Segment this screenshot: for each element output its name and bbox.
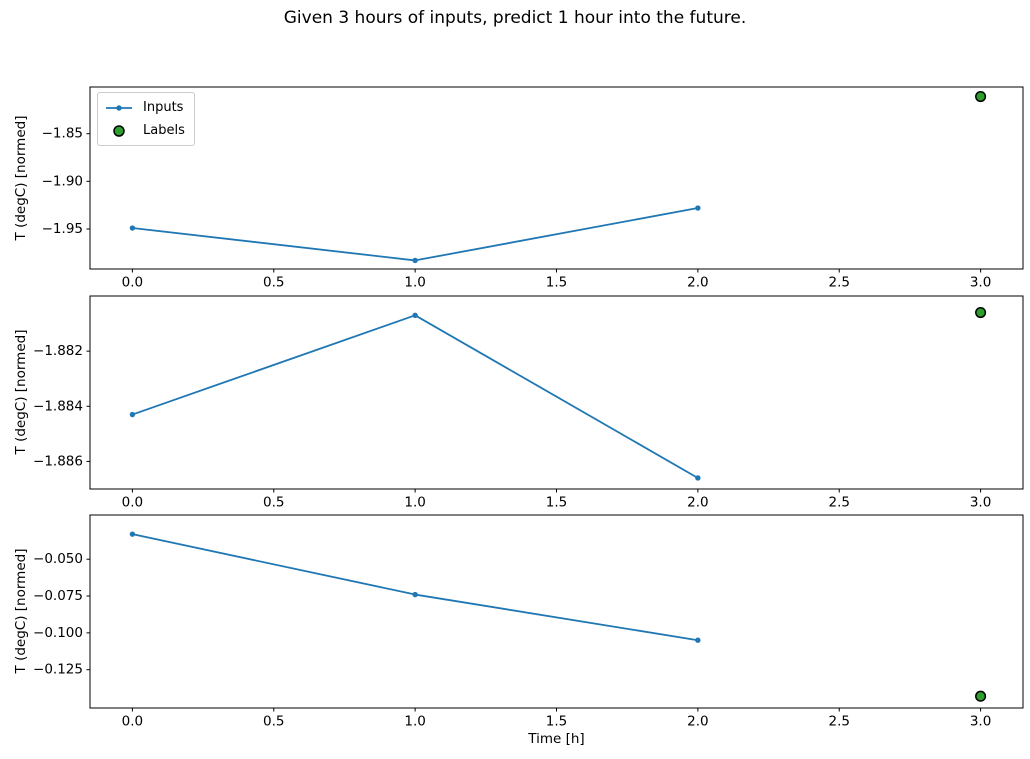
svg-text:−0.075: −0.075 [33, 588, 83, 604]
svg-text:−0.050: −0.050 [33, 551, 83, 567]
svg-text:0.0: 0.0 [122, 714, 143, 730]
legend-label-labels: Labels [143, 123, 185, 138]
svg-text:−1.882: −1.882 [33, 343, 83, 359]
svg-text:3.0: 3.0 [970, 714, 991, 730]
svg-text:−0.125: −0.125 [33, 662, 83, 678]
svg-text:1.5: 1.5 [546, 275, 567, 291]
svg-text:1.5: 1.5 [546, 714, 567, 730]
svg-text:0.0: 0.0 [122, 275, 143, 291]
svg-text:−1.95: −1.95 [42, 221, 83, 237]
svg-text:0.5: 0.5 [263, 495, 284, 511]
svg-text:1.5: 1.5 [546, 495, 567, 511]
svg-text:3.0: 3.0 [970, 275, 991, 291]
svg-text:1.0: 1.0 [404, 275, 425, 291]
svg-text:0.5: 0.5 [263, 275, 284, 291]
svg-text:0.0: 0.0 [122, 495, 143, 511]
legend: Inputs Labels [97, 92, 195, 146]
svg-text:−1.884: −1.884 [33, 398, 83, 414]
inputs-line-icon [106, 104, 132, 111]
x-axis-label: Time [h] [528, 731, 585, 747]
svg-text:−1.85: −1.85 [42, 126, 83, 142]
svg-text:−1.886: −1.886 [33, 453, 83, 469]
svg-text:2.0: 2.0 [687, 714, 708, 730]
svg-text:1.0: 1.0 [404, 714, 425, 730]
svg-text:2.5: 2.5 [828, 275, 849, 291]
svg-text:2.5: 2.5 [828, 714, 849, 730]
legend-item-inputs: Inputs [104, 96, 185, 119]
legend-item-labels: Labels [104, 119, 185, 142]
svg-text:−0.100: −0.100 [33, 625, 83, 641]
svg-text:2.0: 2.0 [687, 275, 708, 291]
subplot-3-y-axis-label: T (degC) [normed] [13, 548, 29, 674]
figure-title: Given 3 hours of inputs, predict 1 hour … [283, 8, 747, 28]
labels-circle-icon [113, 124, 125, 137]
svg-text:2.0: 2.0 [687, 495, 708, 511]
svg-text:−1.90: −1.90 [42, 173, 83, 189]
svg-text:0.5: 0.5 [263, 714, 284, 730]
legend-label-inputs: Inputs [143, 100, 184, 115]
svg-text:1.0: 1.0 [404, 495, 425, 511]
svg-text:2.5: 2.5 [828, 495, 849, 511]
svg-text:3.0: 3.0 [970, 495, 991, 511]
